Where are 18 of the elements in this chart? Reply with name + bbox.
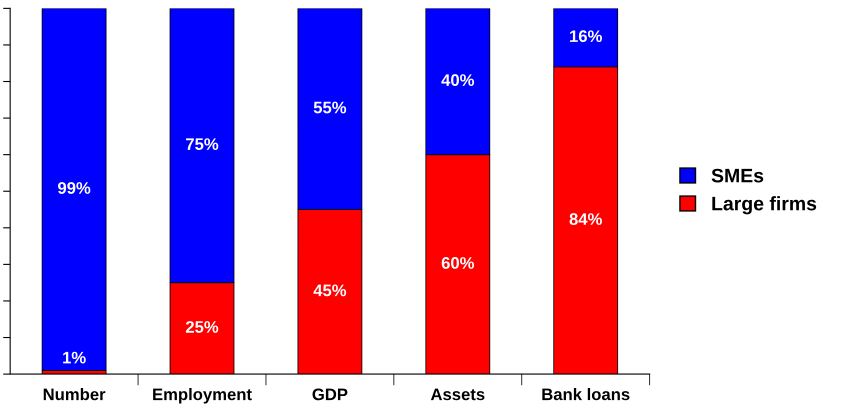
x-tick-label: Number: [44, 388, 106, 400]
data-label: 45%: [313, 284, 346, 296]
data-label: 60%: [442, 257, 474, 269]
data-label: 55%: [314, 102, 346, 114]
legend-label: SMEs: [712, 168, 764, 182]
data-label: 84%: [570, 213, 602, 225]
x-tick-label: Employment: [153, 388, 252, 404]
legend-label: Large firms: [712, 196, 816, 214]
x-tick-label: GDP: [312, 388, 348, 400]
bar: [42, 8, 107, 371]
data-label: 75%: [186, 138, 218, 150]
x-tick-label: Assets: [430, 388, 484, 400]
data-label: 16%: [570, 30, 602, 42]
x-tick-label: Bank loans: [542, 388, 630, 400]
data-label: 99%: [58, 182, 90, 194]
data-label: 40%: [441, 74, 474, 86]
data-label: 25%: [186, 321, 218, 333]
data-label: 1%: [63, 352, 86, 364]
